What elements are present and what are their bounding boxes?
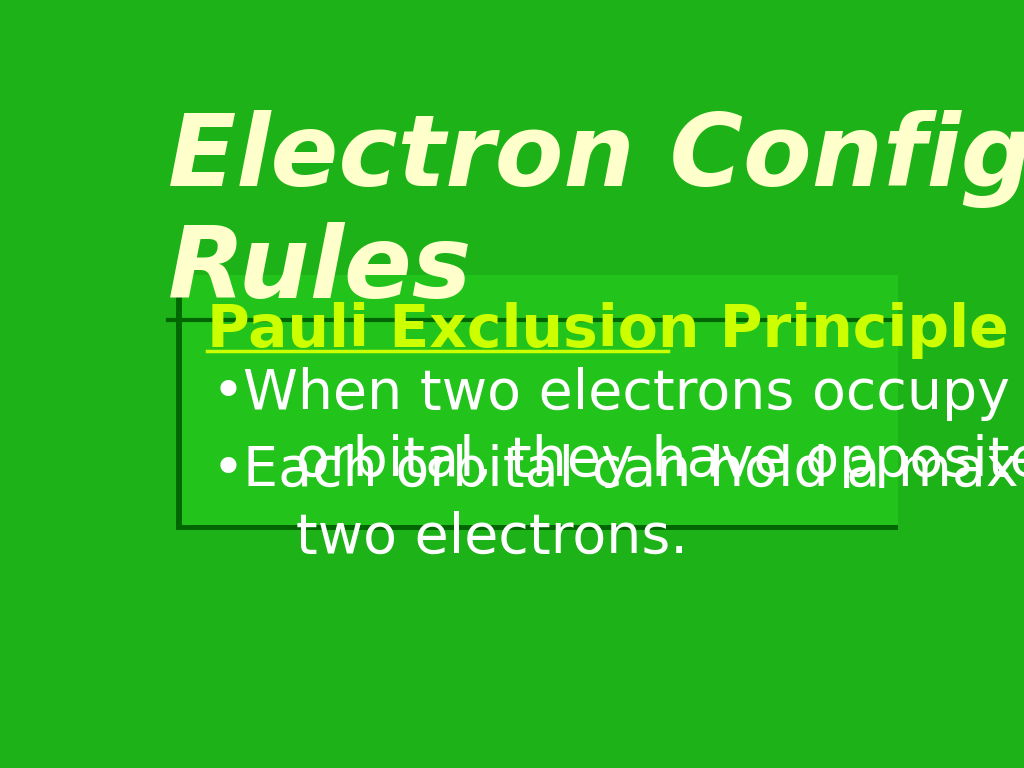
Text: Rules: Rules: [168, 222, 472, 319]
Text: When two electrons occupy the same
   orbital, they have opposite spins.: When two electrons occupy the same orbit…: [243, 367, 1024, 488]
Text: Pauli Exclusion Principle: Pauli Exclusion Principle: [207, 302, 1009, 359]
Text: •: •: [211, 367, 244, 421]
Text: Each orbital can hold a maximum of
   two electrons.: Each orbital can hold a maximum of two e…: [243, 444, 1024, 564]
FancyBboxPatch shape: [176, 276, 898, 530]
Bar: [176, 525, 898, 530]
Text: Electron Configuration: Electron Configuration: [168, 110, 1024, 208]
Text: •: •: [211, 444, 244, 498]
Bar: [176, 276, 182, 530]
